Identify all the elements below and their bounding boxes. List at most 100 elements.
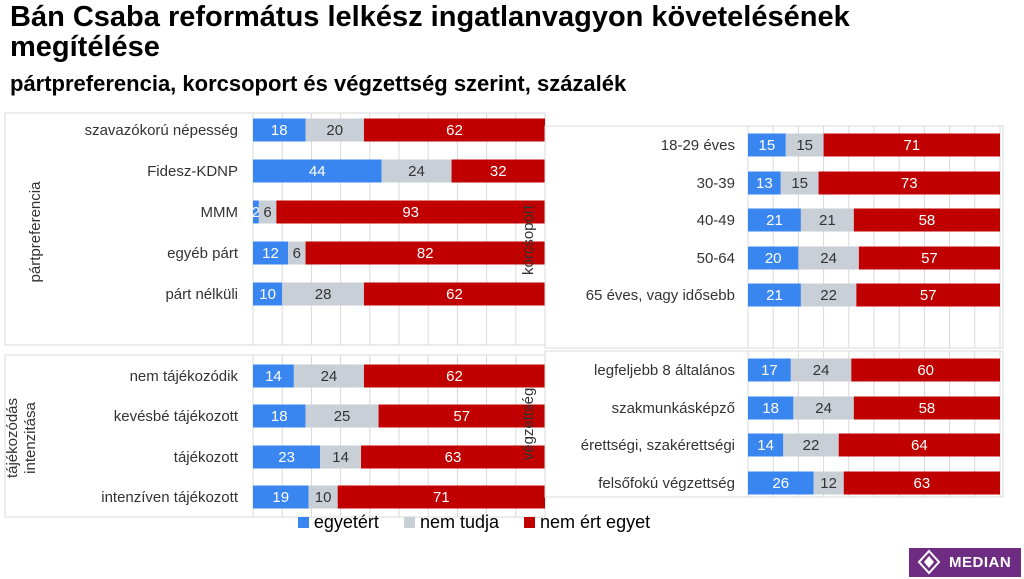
bar-nem-tudja-50-64 <box>798 246 859 270</box>
bar-egyetert-65-eves-vagy-idosebb <box>748 283 801 307</box>
legend-item-agree: egyetért <box>297 512 379 533</box>
data-label-nem-ert-egyet-felsofoku-vegzettseg: 63 <box>914 475 931 492</box>
data-label-egyetert-erettsegi-szakerettsegi: 14 <box>757 437 774 454</box>
bar-nem-tudja-szavazokoru-nepesseg <box>305 118 364 142</box>
bar-nem-ert-egyet-18-29-eves <box>823 133 1000 157</box>
bar-egyetert-nem-tajekozodik <box>253 364 294 388</box>
group-label-tajekozodas: tájékozódásintenzitása <box>4 398 39 478</box>
bar-egyetert-szavazokoru-nepesseg <box>253 118 306 142</box>
data-label-nem-tudja-szakmunkaskepzo: 24 <box>815 400 832 417</box>
category-label-legfeljebb-8-altalanos: legfeljebb 8 általános <box>594 362 735 379</box>
data-label-nem-ert-egyet-erettsegi-szakerettsegi: 64 <box>911 437 928 454</box>
data-label-nem-tudja-felsofoku-vegzettseg: 12 <box>820 475 837 492</box>
bar-nem-ert-egyet-30-39 <box>818 171 1000 195</box>
bar-nem-tudja-nem-tajekozodik <box>293 364 364 388</box>
legend-label-agree: egyetért <box>313 512 379 532</box>
data-label-egyetert-legfeljebb-8-altalanos: 17 <box>761 362 778 379</box>
bar-egyetert-intenziven-tajekozott <box>253 485 309 509</box>
data-label-egyetert-50-64: 20 <box>765 250 782 267</box>
data-label-nem-tudja-40-49: 21 <box>819 212 836 229</box>
bar-nem-tudja-kevesbe-tajekozott <box>305 404 379 428</box>
bar-nem-ert-egyet-felsofoku-vegzettseg <box>843 471 1000 495</box>
bar-egyetert-egyeb-part <box>253 241 289 265</box>
data-label-nem-ert-egyet-50-64: 57 <box>921 250 938 267</box>
data-label-nem-tudja-egyeb-part: 6 <box>293 245 301 262</box>
category-label-tajekozott: tájékozott <box>174 449 239 466</box>
bar-nem-tudja-part-nelkuli <box>282 282 364 306</box>
data-label-nem-tudja-tajekozott: 14 <box>332 449 349 466</box>
legend-item-dontknow: nem tudja <box>403 512 500 533</box>
category-label-part-nelkuli: párt nélküli <box>165 286 238 303</box>
category-label-40-49: 40-49 <box>697 212 735 229</box>
bar-nem-tudja-fidesz-kdnp <box>381 159 452 183</box>
median-logo: MEDIAN <box>909 548 1021 577</box>
data-label-egyetert-30-39: 13 <box>756 175 773 192</box>
data-label-nem-tudja-intenziven-tajekozott: 10 <box>315 489 332 506</box>
data-label-nem-ert-egyet-egyeb-part: 82 <box>417 245 434 262</box>
bar-nem-tudja-40-49 <box>800 208 854 232</box>
bar-nem-ert-egyet-part-nelkuli <box>363 282 545 306</box>
panel-vegzettseg: végzettség legfeljebb 8 általános 17 24 60 sz… <box>520 350 1004 498</box>
bar-nem-tudja-mmm <box>258 200 277 224</box>
data-label-nem-tudja-part-nelkuli: 28 <box>315 286 332 303</box>
bar-egyetert-erettsegi-szakerettsegi <box>748 433 784 457</box>
category-label-kevesbe-tajekozott: kevésbé tájékozott <box>114 408 239 425</box>
data-label-nem-tudja-erettsegi-szakerettsegi: 22 <box>803 437 820 454</box>
bar-egyetert-legfeljebb-8-altalanos <box>748 358 791 382</box>
bar-nem-ert-egyet-egyeb-part <box>305 241 545 265</box>
data-label-nem-tudja-65-eves-vagy-idosebb: 22 <box>820 287 837 304</box>
group-label-partpreferencia: pártpreferencia <box>27 181 44 283</box>
bar-nem-tudja-65-eves-vagy-idosebb <box>800 283 857 307</box>
data-label-nem-ert-egyet-fidesz-kdnp: 32 <box>490 163 507 180</box>
category-label-egyeb-part: egyéb párt <box>167 245 239 262</box>
legend-swatch-dontknow <box>403 517 415 528</box>
bar-nem-ert-egyet-szakmunkaskepzo <box>853 396 1000 420</box>
data-label-nem-ert-egyet-tajekozott: 63 <box>445 449 462 466</box>
category-label-szavazokoru-nepesseg: szavazókorú népesség <box>85 122 238 139</box>
category-label-szakmunkaskepzo: szakmunkásképző <box>612 400 735 417</box>
bar-nem-tudja-felsofoku-vegzettseg <box>813 471 844 495</box>
bar-egyetert-40-49 <box>748 208 801 232</box>
group-label-line: intenzitása <box>22 401 39 473</box>
legend-label-dontknow: nem tudja <box>419 512 500 532</box>
bar-nem-ert-egyet-erettsegi-szakerettsegi <box>838 433 1000 457</box>
bar-nem-tudja-18-29-eves <box>785 133 824 157</box>
data-label-nem-ert-egyet-szavazokoru-nepesseg: 62 <box>446 122 463 139</box>
data-label-egyetert-mmm: 2 <box>252 204 260 221</box>
bar-nem-tudja-egyeb-part <box>288 241 306 265</box>
data-label-nem-tudja-nem-tajekozodik: 24 <box>321 368 338 385</box>
bar-nem-ert-egyet-fidesz-kdnp <box>451 159 545 183</box>
legend-label-disagree: nem ért egyet <box>540 512 651 532</box>
category-label-mmm: MMM <box>201 204 239 221</box>
data-label-egyetert-intenziven-tajekozott: 19 <box>272 489 289 506</box>
bar-nem-ert-egyet-intenziven-tajekozott <box>337 485 545 509</box>
data-label-egyetert-nem-tajekozodik: 14 <box>265 368 282 385</box>
data-label-egyetert-felsofoku-vegzettseg: 26 <box>772 475 789 492</box>
data-label-nem-tudja-szavazokoru-nepesseg: 20 <box>326 122 343 139</box>
category-label-nem-tajekozodik: nem tájékozódik <box>130 368 239 385</box>
data-label-nem-ert-egyet-szakmunkaskepzo: 58 <box>919 400 936 417</box>
data-label-nem-tudja-mmm: 6 <box>263 204 271 221</box>
data-label-egyetert-szakmunkaskepzo: 18 <box>762 400 779 417</box>
legend-swatch-disagree <box>524 517 536 528</box>
panel-border <box>4 112 546 346</box>
panel-tajekozodas: tájékozódásintenzitása nem tájékozódik 14 2… <box>4 354 546 518</box>
data-label-egyetert-kevesbe-tajekozott: 18 <box>271 408 288 425</box>
bar-nem-ert-egyet-mmm <box>276 200 545 224</box>
bar-nem-tudja-intenziven-tajekozott <box>308 485 338 509</box>
bar-nem-ert-egyet-65-eves-vagy-idosebb <box>856 283 1000 307</box>
bar-egyetert-part-nelkuli <box>253 282 283 306</box>
data-label-nem-tudja-30-39: 15 <box>791 175 808 192</box>
category-label-65-eves-vagy-idosebb: 65 éves, vagy idősebb <box>586 287 735 304</box>
legend-swatch-agree <box>297 517 309 528</box>
bar-egyetert-mmm <box>253 200 259 224</box>
group-label-line: tájékozódás <box>4 398 21 478</box>
data-label-nem-tudja-fidesz-kdnp: 24 <box>408 163 425 180</box>
bar-nem-ert-egyet-40-49 <box>853 208 1000 232</box>
data-label-egyetert-65-eves-vagy-idosebb: 21 <box>766 287 783 304</box>
bar-nem-ert-egyet-kevesbe-tajekozott <box>378 404 545 428</box>
bar-nem-tudja-30-39 <box>780 171 819 195</box>
category-label-felsofoku-vegzettseg: felsőfokú végzettség <box>598 475 735 492</box>
data-label-egyetert-egyeb-part: 12 <box>262 245 279 262</box>
data-label-nem-ert-egyet-nem-tajekozodik: 62 <box>446 368 463 385</box>
